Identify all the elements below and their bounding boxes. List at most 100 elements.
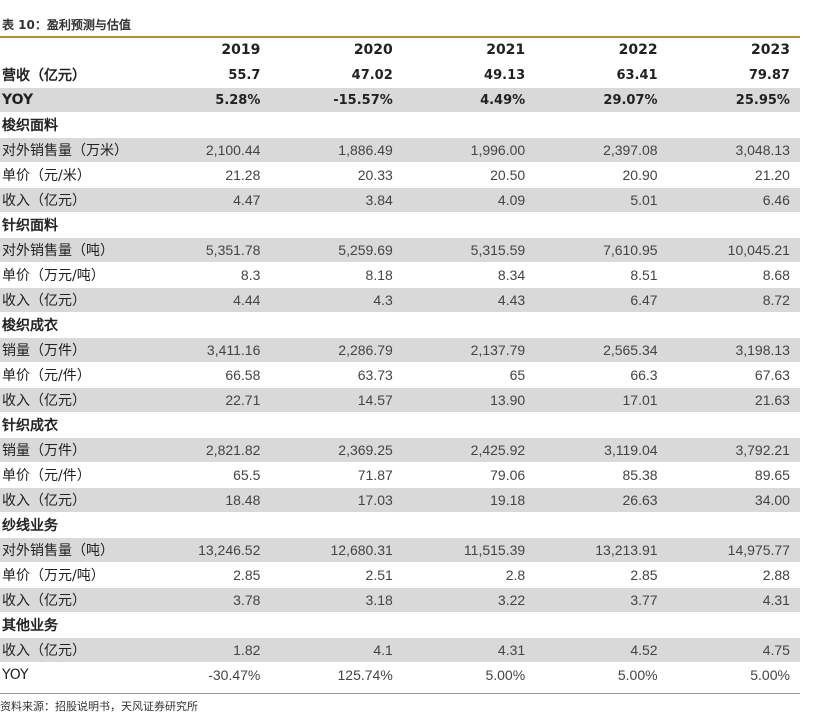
row-value-cell: 2.51: [365, 567, 393, 583]
row-value-cell: 2,565.34: [603, 342, 658, 358]
row-value-cell: 2,821.82: [205, 442, 261, 458]
row-value-cell: 20.50: [490, 167, 526, 183]
row-value-cell: 8.51: [630, 267, 658, 283]
table-row: 收入（亿元） 3.78 3.18 3.22 3.77 4.31: [0, 588, 800, 613]
row-value-cell: 7,610.95: [603, 242, 658, 258]
row-value-cell: 26.63: [622, 492, 658, 508]
row-value-cell: 19.18: [490, 492, 526, 508]
table-row: 收入（亿元） 18.48 17.03 19.18 26.63 34.00: [0, 488, 800, 513]
caption-rule: [0, 36, 800, 38]
row-value-cell: 4.09: [497, 192, 526, 208]
section-header-row: 梭织成衣: [0, 313, 800, 338]
row-value-cell: 4.43: [497, 292, 526, 308]
header-year-2023: 2023: [750, 42, 790, 58]
row-value-cell: 2,397.08: [603, 142, 658, 158]
table-row: 营收（亿元） 55.7 47.02 49.13 63.41 79.87: [0, 63, 800, 88]
row-value-cell: 5.00%: [485, 667, 526, 683]
row-value-cell: 18.48: [225, 492, 261, 508]
row-label: 收入（亿元）: [2, 593, 86, 609]
table-row: 对外销售量（吨） 5,351.78 5,259.69 5,315.59 7,610.95…: [0, 238, 800, 263]
row-value-cell: 63.73: [357, 367, 393, 383]
source-note: 资料来源：招股说明书，天风证券研究所: [0, 700, 198, 713]
section-header-row: 其他业务: [0, 613, 800, 638]
row-value-cell: 6.46: [762, 192, 790, 208]
row-value-cell: 2,100.44: [205, 142, 261, 158]
row-label: 单价（万元/吨）: [2, 568, 105, 584]
row-label: 收入（亿元）: [2, 393, 86, 409]
row-value-cell: 66.3: [630, 367, 658, 383]
table-caption: 表 10：盈利预测与估值: [2, 18, 131, 32]
row-label: 对外销售量（万米）: [2, 143, 128, 159]
row-value-cell: 65: [509, 367, 526, 383]
row-value-cell: 4.44: [233, 292, 261, 308]
row-value-cell: 1,996.00: [470, 142, 526, 158]
row-value-cell: -30.47%: [208, 667, 261, 683]
row-value-cell: 4.47: [233, 192, 261, 208]
table-row: 对外销售量（吨） 13,246.52 12,680.31 11,515.39 13,21…: [0, 538, 800, 563]
row-value-cell: 49.13: [484, 67, 526, 83]
row-value-cell: 3,198.13: [735, 342, 790, 358]
row-value-cell: 125.74%: [337, 667, 393, 683]
row-value-cell: 2,286.79: [338, 342, 393, 358]
row-value-cell: 14.57: [357, 392, 393, 408]
row-value-cell: 3.22: [497, 592, 526, 608]
row-value-cell: 20.90: [622, 167, 658, 183]
table-row: 销量（万件） 3,411.16 2,286.79 2,137.79 2,565.34 3,…: [0, 338, 800, 363]
row-label: 单价（万元/吨）: [2, 268, 105, 284]
table-row: 单价（万元/吨） 2.85 2.51 2.8 2.85 2.88: [0, 563, 800, 588]
row-value-cell: 14,975.77: [727, 542, 790, 558]
table-header-row: 2019 2020 2021 2022 2023: [0, 38, 800, 63]
row-value-cell: 4.49%: [480, 92, 526, 108]
row-value-cell: 10,045.21: [727, 242, 790, 258]
row-value-cell: 2,369.25: [338, 442, 393, 458]
row-value-cell: 1.82: [233, 642, 261, 658]
row-value-cell: 4.31: [497, 642, 526, 658]
row-value-cell: 5.00%: [617, 667, 658, 683]
row-value-cell: 11,515.39: [463, 542, 526, 558]
bottom-rule: [0, 693, 800, 694]
row-value-cell: 47.02: [351, 67, 393, 83]
row-value-cell: 21.63: [754, 392, 790, 408]
row-label: 收入（亿元）: [2, 493, 86, 509]
row-label: YOY: [2, 667, 29, 683]
header-year-2021: 2021: [486, 42, 526, 58]
row-value-cell: 5,351.78: [205, 242, 261, 258]
section-header-row: 纱线业务: [0, 513, 800, 538]
row-value-cell: 2.85: [630, 567, 658, 583]
row-label: YOY: [2, 92, 34, 108]
row-value-cell: 25.95%: [735, 92, 790, 108]
table-row: 收入（亿元） 1.82 4.1 4.31 4.52 4.75: [0, 638, 800, 663]
row-label: 其他业务: [2, 618, 58, 634]
row-label: 梭织成衣: [2, 318, 58, 334]
row-label: 收入（亿元）: [2, 293, 86, 309]
row-value-cell: 5.01: [630, 192, 658, 208]
row-value-cell: 3.77: [630, 592, 658, 608]
table-row: 收入（亿元） 4.44 4.3 4.43 6.47 8.72: [0, 288, 800, 313]
row-value-cell: 63.41: [616, 67, 658, 83]
section-header-row: 针织面料: [0, 213, 800, 238]
row-value-cell: 65.5: [233, 467, 261, 483]
row-value-cell: 21.28: [225, 167, 261, 183]
row-label: 单价（元/米）: [2, 168, 91, 184]
row-label: 销量（万件）: [2, 343, 86, 359]
row-value-cell: 6.47: [630, 292, 658, 308]
row-value-cell: 2.85: [233, 567, 261, 583]
row-value-cell: 13,213.91: [595, 542, 658, 558]
table-row: YOY -30.47% 125.74% 5.00% 5.00% 5.00%: [0, 663, 800, 688]
header-year-2020: 2020: [353, 42, 393, 58]
row-value-cell: 8.3: [240, 267, 261, 283]
row-value-cell: 5.28%: [215, 92, 261, 108]
row-label: 对外销售量（吨）: [2, 243, 114, 259]
row-value-cell: 13.90: [490, 392, 526, 408]
row-value-cell: 4.3: [373, 292, 393, 308]
row-value-cell: 3.84: [365, 192, 393, 208]
row-value-cell: 3,792.21: [735, 442, 790, 458]
table-row: 对外销售量（万米） 2,100.44 1,886.49 1,996.00 2,397.0…: [0, 138, 800, 163]
row-value-cell: 8.68: [762, 267, 790, 283]
row-value-cell: 66.58: [225, 367, 261, 383]
section-header-row: 梭织面料: [0, 113, 800, 138]
row-value-cell: 79.87: [748, 67, 790, 83]
row-value-cell: 17.01: [622, 392, 658, 408]
row-value-cell: 8.18: [365, 267, 393, 283]
row-value-cell: 2.8: [505, 567, 526, 583]
